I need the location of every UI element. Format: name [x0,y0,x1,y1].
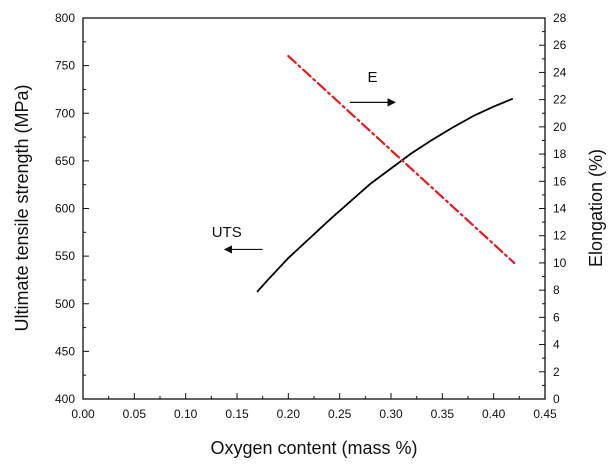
right-y-tick-label: 12 [553,229,567,243]
left-y-tick-label: 800 [55,11,75,25]
left-y-tick-label: 400 [55,392,75,406]
right-y-tick-label: 18 [553,147,567,161]
x-tick-label: 0.45 [533,407,557,421]
right-y-tick-label: 10 [553,256,567,270]
x-tick-label: 0.30 [379,407,403,421]
right-y-tick-label: 8 [553,283,560,297]
right-y-tick-label: 6 [553,310,560,324]
left-y-tick-label: 700 [55,106,75,120]
left-y-tick-label: 650 [55,154,75,168]
left-y-tick-labels: 400 450 500 550 600 650 700 750 800 [55,11,75,406]
right-y-tick-label: 2 [553,365,560,379]
right-y-axis-title: Elongation (%) [586,149,606,267]
x-tick-label: 0.15 [225,407,249,421]
left-y-tick-label: 450 [55,344,75,358]
annotation-label-uts: UTS [212,224,242,241]
left-y-tick-label: 750 [55,59,75,73]
x-tick-label: 0.25 [328,407,352,421]
right-y-tick-label: 20 [553,120,567,134]
x-tick-label: 0.40 [482,407,506,421]
left-y-axis-title: Ultimate tensile strength (MPa) [12,84,32,331]
x-tick-label: 0.05 [123,407,147,421]
series-layer [256,54,516,293]
x-tick-labels: 0.00 0.05 0.10 0.15 0.20 0.25 0.30 0.35 0.40 0.45 [71,407,557,421]
right-y-tick-label: 16 [553,174,567,188]
right-y-tick-label: 4 [553,338,560,352]
x-tick-group [82,393,546,399]
left-y-tick-group [83,17,89,400]
annotation-layer: UTS E [212,69,396,254]
x-axis-title: Oxygen content (mass %) [210,438,417,458]
right-y-tick-label: 14 [553,202,567,216]
right-y-tick-label: 26 [553,38,567,52]
right-y-tick-label: 22 [553,93,567,107]
right-y-tick-label: 0 [553,392,560,406]
annotation-label-e: E [368,69,378,86]
x-tick-label: 0.10 [174,407,198,421]
x-tick-label: 0.20 [277,407,301,421]
right-y-tick-label: 24 [553,65,567,79]
left-y-tick-label: 550 [55,249,75,263]
plot-frame [82,17,546,400]
left-y-tick-label: 600 [55,202,75,216]
series-line-e [287,54,516,265]
right-y-tick-label: 28 [553,11,567,25]
series-line-uts [256,98,514,293]
x-tick-label: 0.00 [71,407,95,421]
left-y-tick-label: 500 [55,297,75,311]
right-y-tick-group [539,17,545,400]
x-tick-label: 0.35 [431,407,455,421]
